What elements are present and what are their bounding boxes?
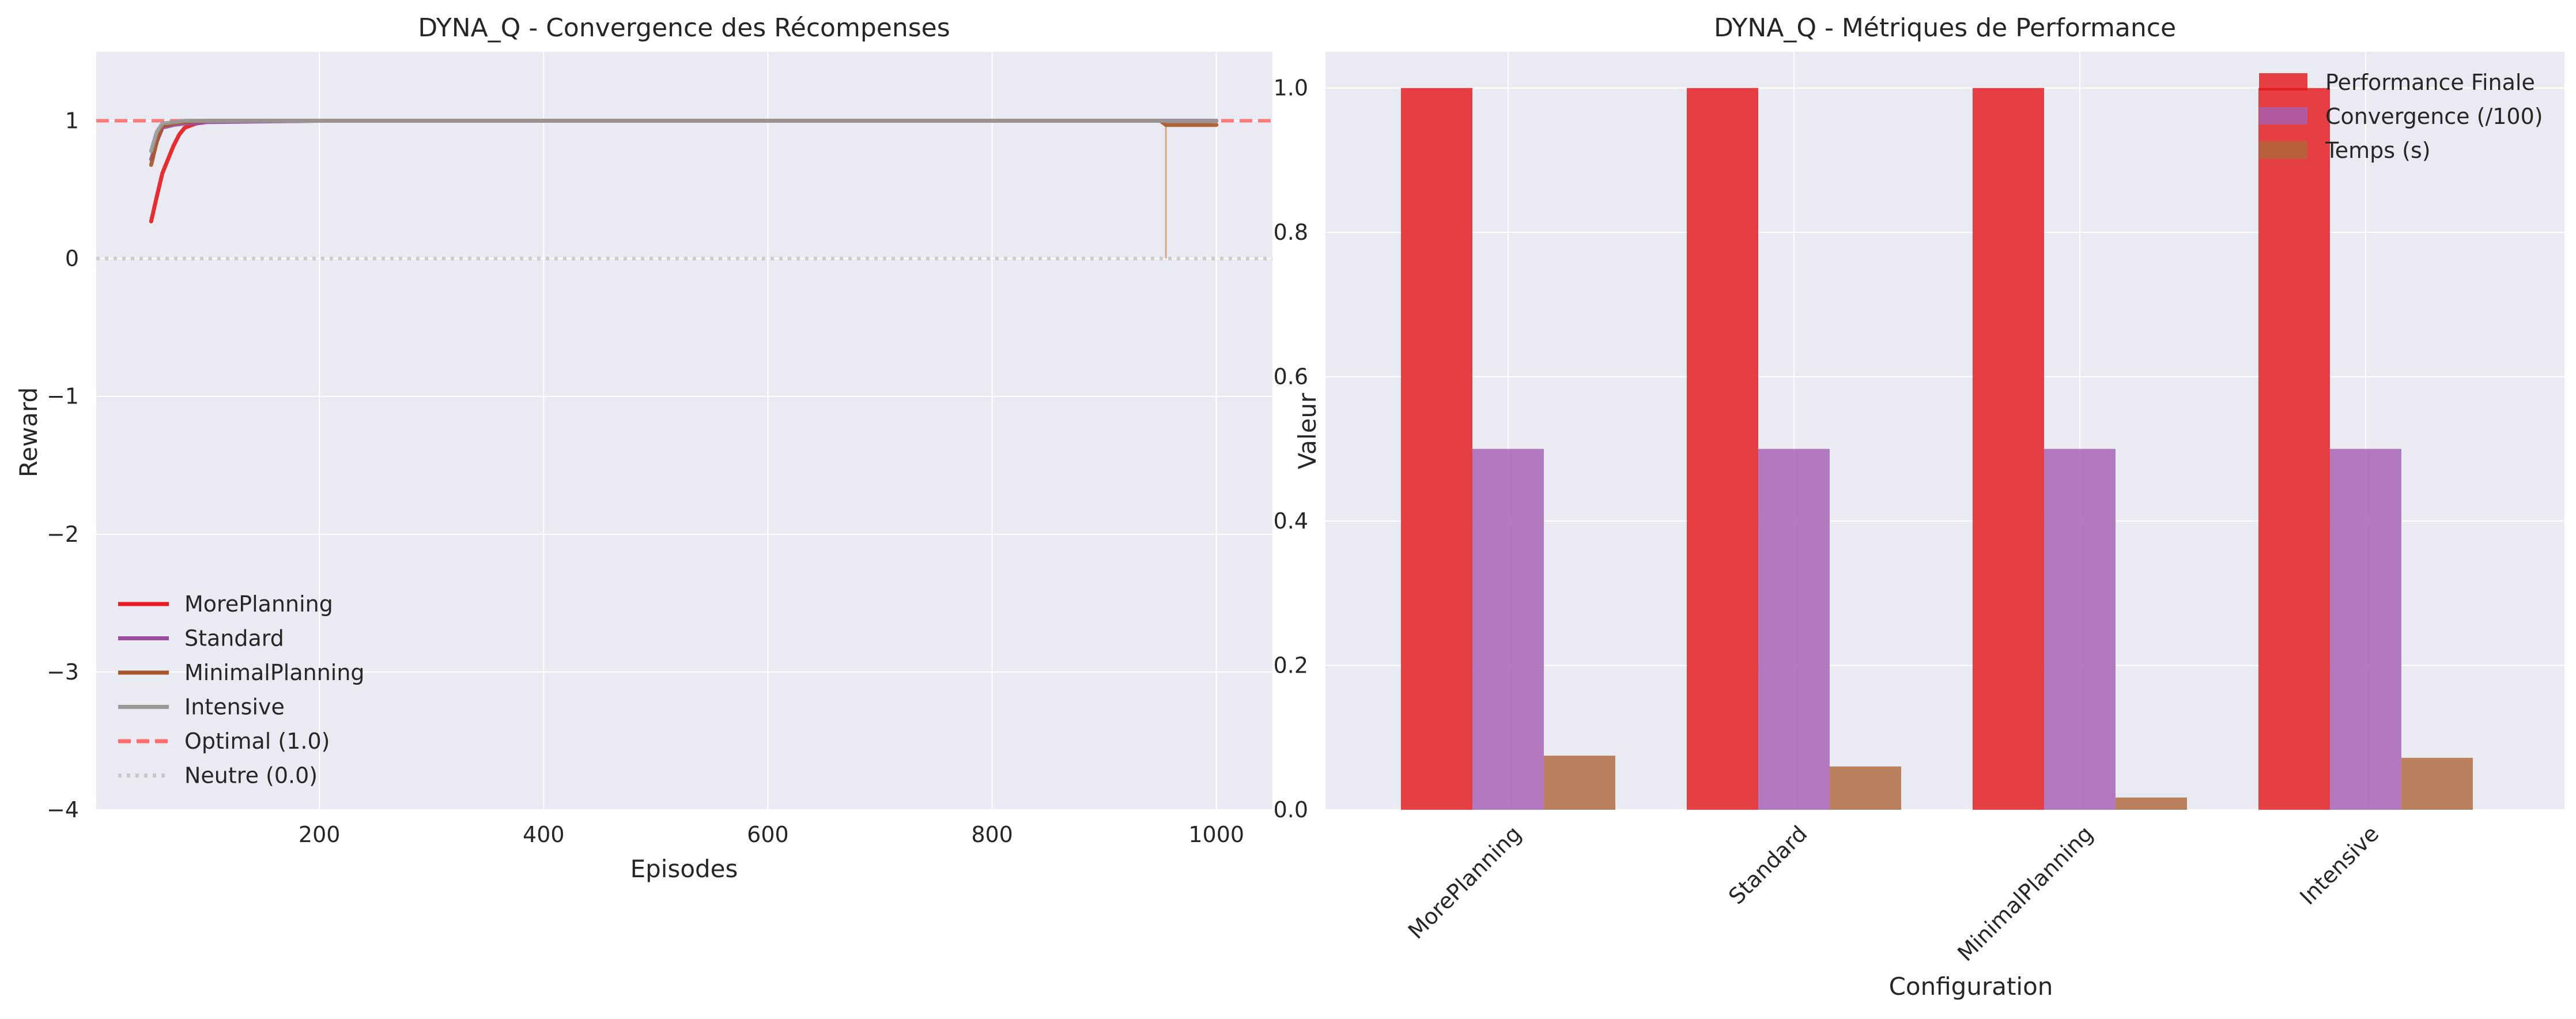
right-legend-label: Convergence (/100) (2325, 104, 2543, 129)
right-legend-swatch (2259, 107, 2307, 124)
left-chart-title: DYNA_Q - Convergence des Récompenses (418, 13, 950, 43)
left-series-lines (149, 119, 1219, 224)
right-x-tick-labels: MorePlanning Standard MinimalPlanning Inten… (1403, 821, 2384, 966)
bar-temps-s--intensive (2401, 757, 2473, 810)
bar-convergence-100--moreplanning (1472, 448, 1544, 810)
left-y-axis-label: Reward (14, 387, 43, 477)
bar-convergence-100--intensive (2330, 448, 2401, 810)
left-x-axis-label: Episodes (630, 855, 738, 883)
right-x-tick-label: Standard (1724, 821, 1812, 909)
left-y-tick-label: −1 (47, 384, 79, 409)
right-y-tick-label: 0.6 (1274, 364, 1308, 390)
right-legend-label: Temps (s) (2325, 138, 2431, 163)
right-bars (1401, 88, 2473, 810)
right-chart-title: DYNA_Q - Métriques de Performance (1714, 13, 2176, 43)
left-y-tick-label: −4 (47, 797, 79, 822)
bar-temps-s--moreplanning (1544, 756, 1615, 810)
bar-convergence-100--standard (1758, 448, 1830, 810)
reward-convergence-chart: 200 400 600 800 1000 −4 −3 −2 −1 0 1 DYNA_Q - Con… (14, 13, 1272, 883)
right-x-tick-label: Intensive (2295, 821, 2384, 909)
right-legend: Performance Finale Convergence (/100) Temp… (2259, 70, 2543, 163)
bar-performance-finale-moreplanning (1401, 88, 1472, 810)
left-legend-label: Neutre (0.0) (184, 763, 318, 788)
right-y-tick-label: 0.8 (1274, 220, 1308, 245)
left-x-tick-labels: 200 400 600 800 1000 (299, 822, 1244, 847)
right-y-tick-label: 0.0 (1274, 797, 1308, 822)
left-y-tick-labels: −4 −3 −2 −1 0 1 (47, 108, 79, 822)
bar-performance-finale-intensive (2258, 88, 2330, 810)
right-y-tick-labels: 0.0 0.2 0.4 0.6 0.8 1.0 (1274, 76, 1308, 822)
right-y-tick-label: 0.4 (1274, 508, 1308, 534)
right-y-tick-label: 0.2 (1274, 653, 1308, 678)
left-legend-label: Intensive (184, 695, 285, 720)
left-legend-label: MinimalPlanning (184, 660, 365, 685)
right-legend-swatch (2259, 141, 2307, 158)
right-legend-label: Performance Finale (2325, 70, 2535, 95)
right-x-tick-label: MorePlanning (1403, 821, 1526, 943)
left-x-tick-label: 600 (747, 822, 789, 847)
performance-metrics-chart: MorePlanning Standard MinimalPlanning Inten… (1274, 13, 2564, 1001)
left-x-tick-label: 200 (299, 822, 341, 847)
left-x-tick-label: 800 (971, 822, 1013, 847)
left-legend-label: Standard (184, 626, 284, 651)
bar-temps-s--minimalplanning (2116, 797, 2187, 810)
right-y-tick-label: 1.0 (1274, 76, 1308, 101)
left-y-tick-label: 0 (65, 246, 79, 271)
left-x-tick-label: 1000 (1188, 822, 1244, 847)
left-x-tick-label: 400 (523, 822, 565, 847)
bar-convergence-100--minimalplanning (2044, 448, 2116, 810)
left-legend-label: Optimal (1.0) (184, 729, 330, 754)
series-line-intensive (149, 119, 1219, 153)
bar-performance-finale-standard (1687, 88, 1758, 810)
left-y-tick-label: 1 (65, 108, 79, 134)
left-legend-label: MorePlanning (184, 591, 333, 617)
right-legend-swatch (2259, 73, 2307, 90)
right-x-tick-label: MinimalPlanning (1952, 821, 2098, 966)
right-y-axis-label: Valeur (1293, 392, 1321, 469)
left-plot-area (96, 52, 1272, 810)
left-y-tick-label: −3 (47, 659, 79, 685)
left-legend: MorePlanning Standard MinimalPlanning Inten… (118, 591, 365, 788)
left-y-tick-label: −2 (47, 522, 79, 547)
bar-performance-finale-minimalplanning (1973, 88, 2044, 810)
right-x-axis-label: Configuration (1889, 972, 2053, 1001)
bar-temps-s--standard (1830, 766, 1901, 810)
